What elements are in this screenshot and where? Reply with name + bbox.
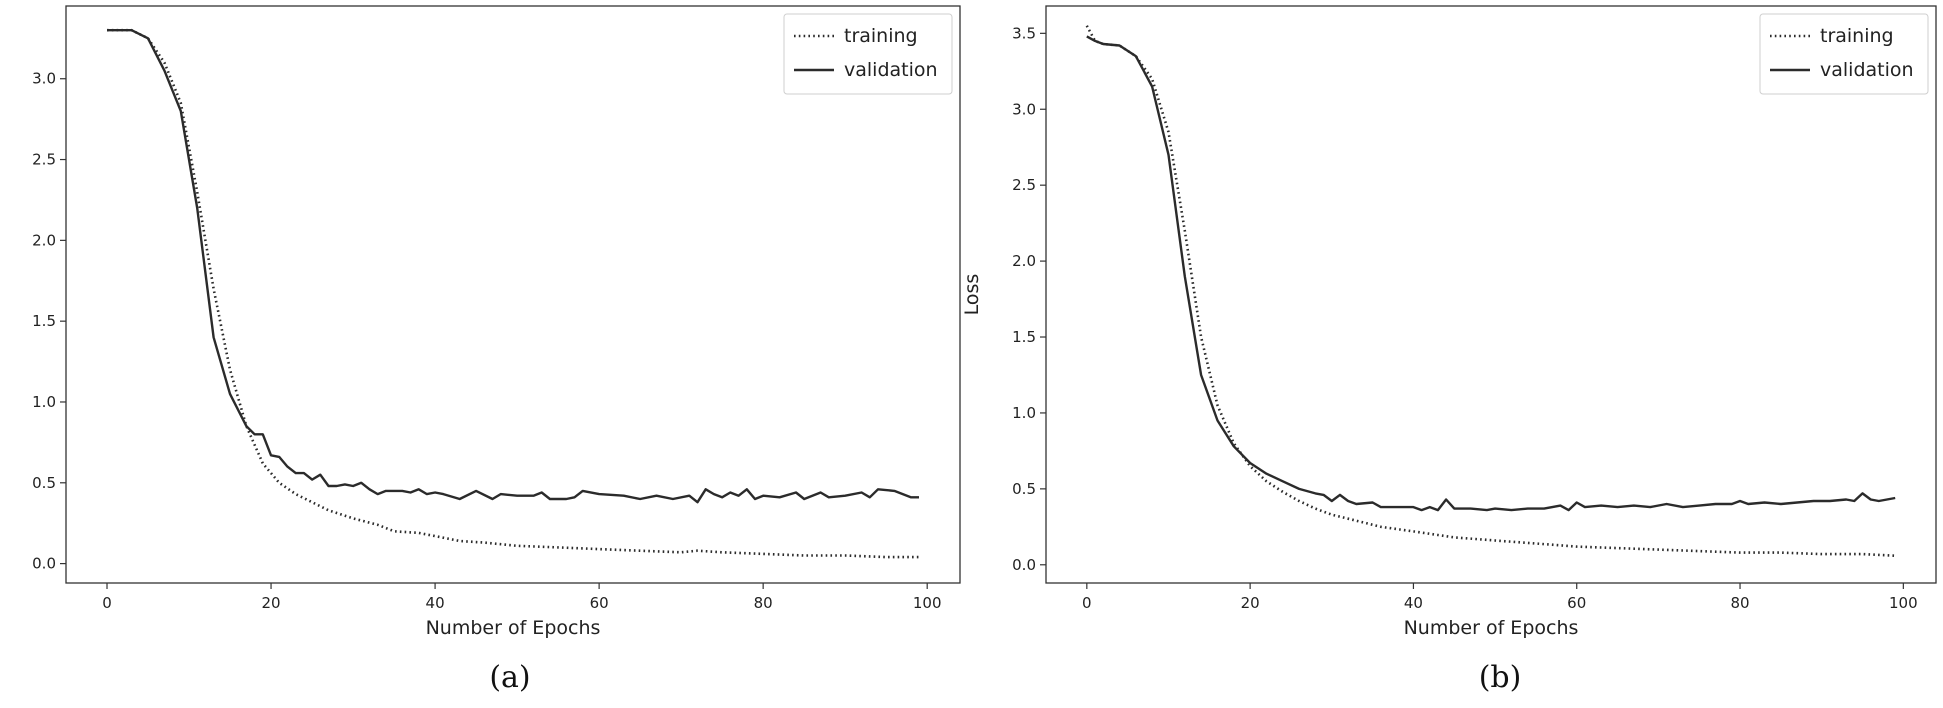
series-line-training (1085, 25, 1896, 557)
x-tick-label: 80 (1730, 594, 1749, 612)
y-tick-label: 3.5 (1012, 24, 1036, 42)
y-tick-label: 2.0 (1012, 252, 1036, 270)
y-tick-label: 0.0 (1012, 556, 1036, 574)
x-tick-label: 100 (913, 594, 942, 612)
y-tick-label: 0.0 (32, 555, 56, 573)
x-tick-label: 100 (1889, 594, 1918, 612)
y-tick-label: 2.0 (32, 231, 56, 249)
y-axis-title: Loss (0, 274, 3, 316)
y-tick-label: 1.5 (32, 312, 56, 330)
x-axis-title: Number of Epochs (426, 617, 601, 639)
y-tick-label: 1.0 (1012, 404, 1036, 422)
x-tick-label: 40 (426, 594, 445, 612)
caption-a: (a) (489, 660, 531, 695)
y-tick-label: 3.0 (1012, 100, 1036, 118)
y-tick-label: 1.0 (32, 393, 56, 411)
x-tick-label: 20 (1241, 594, 1260, 612)
y-tick-label: 2.5 (32, 151, 56, 169)
legend-label-training: training (1820, 25, 1894, 47)
legend-label-training: training (844, 25, 918, 47)
y-tick-label: 0.5 (32, 474, 56, 492)
caption-b: (b) (1478, 660, 1522, 695)
y-tick-label: 3.0 (32, 70, 56, 88)
series-line-training (107, 28, 919, 559)
x-tick-label: 40 (1404, 594, 1423, 612)
series-line-validation (1086, 35, 1896, 512)
plot-frame (1045, 5, 1937, 584)
x-axis-title: Number of Epochs (1404, 617, 1579, 639)
legend-label-validation: validation (844, 59, 938, 81)
legend-label-validation: validation (1820, 59, 1914, 81)
x-tick-label: 80 (754, 594, 773, 612)
x-tick-label: 20 (261, 594, 280, 612)
x-tick-label: 60 (1567, 594, 1586, 612)
y-tick-label: 1.5 (1012, 328, 1036, 346)
legend-box (1759, 13, 1929, 95)
legend-box (783, 13, 953, 95)
y-tick-label: 2.5 (1012, 176, 1036, 194)
y-axis-title: Loss (961, 274, 983, 316)
x-tick-label: 0 (1082, 594, 1092, 612)
x-tick-label: 60 (590, 594, 609, 612)
series-line-validation (107, 29, 919, 504)
chart-a: 0 20 40 60 80 100 0.0 0.5 1.0 1.5 2.0 2.5 3.0 Number … (0, 5, 961, 639)
x-tick-label: 0 (102, 594, 112, 612)
chart-b: 0 20 40 60 80 100 0.0 0.5 1.0 1.5 2.0 2.5 3.0 3.5 Numb… (961, 5, 1937, 639)
y-tick-label: 0.5 (1012, 480, 1036, 498)
plot-frame (65, 5, 961, 584)
